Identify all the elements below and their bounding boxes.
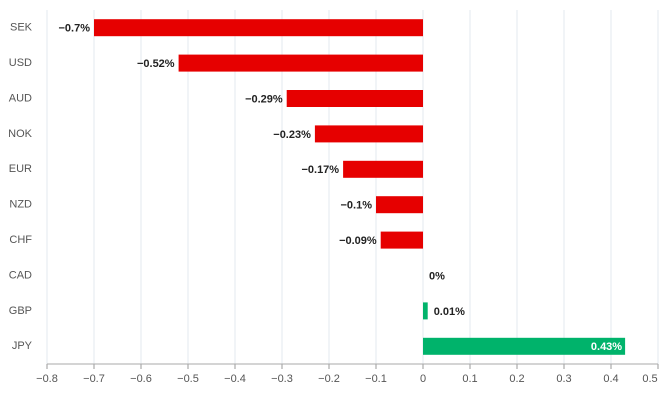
value-label: −0.17% — [301, 164, 339, 176]
x-tick-label: −0.8 — [36, 373, 58, 385]
y-tick-label: USD — [9, 57, 32, 69]
x-tick-label: −0.6 — [130, 373, 152, 385]
x-tick-label: 0.5 — [642, 373, 657, 385]
y-tick-label: EUR — [9, 163, 32, 175]
value-label: −0.52% — [137, 58, 175, 70]
bar — [286, 90, 423, 107]
bar — [178, 54, 423, 72]
bar — [94, 19, 423, 37]
x-tick-label: −0.7 — [83, 373, 105, 385]
x-tick-label: 0.1 — [462, 373, 477, 385]
x-tick-label: −0.5 — [177, 373, 199, 385]
y-tick-label: CAD — [9, 269, 32, 281]
y-tick-label: GBP — [9, 305, 32, 317]
bar — [423, 302, 428, 320]
value-label: −0.09% — [339, 235, 377, 247]
bar — [314, 125, 423, 143]
x-tick-label: 0.2 — [509, 373, 524, 385]
value-label: 0.01% — [434, 306, 465, 318]
value-label: −0.7% — [59, 23, 91, 35]
y-tick-label: AUD — [9, 92, 32, 104]
x-tick-label: −0.3 — [271, 373, 293, 385]
bar — [343, 160, 423, 178]
x-tick-label: 0.4 — [603, 373, 618, 385]
bar — [423, 337, 626, 355]
bar — [376, 196, 423, 214]
x-tick-label: 0.3 — [556, 373, 571, 385]
y-tick-label: NZD — [9, 199, 32, 211]
y-tick-label: SEK — [10, 22, 33, 34]
y-tick-label: CHF — [9, 234, 32, 246]
bar — [380, 231, 423, 249]
value-label: 0.43% — [591, 341, 622, 353]
x-tick-label: −0.4 — [224, 373, 246, 385]
y-tick-label: NOK — [8, 128, 33, 140]
x-tick-label: −0.1 — [365, 373, 387, 385]
x-tick-label: −0.2 — [318, 373, 340, 385]
x-tick-label: 0 — [420, 373, 426, 385]
value-label: −0.1% — [341, 200, 373, 212]
value-label: 0% — [429, 270, 445, 282]
y-tick-label: JPY — [12, 340, 33, 352]
value-label: −0.23% — [273, 129, 311, 141]
value-label: −0.29% — [245, 93, 283, 105]
